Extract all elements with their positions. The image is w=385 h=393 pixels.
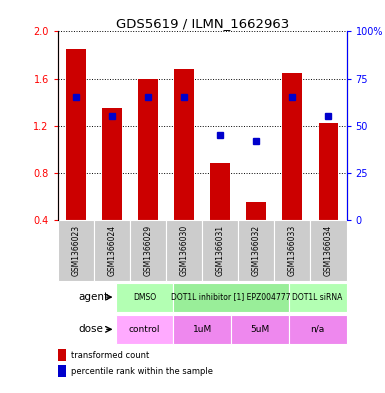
Bar (274, 220, 310, 281)
Text: GSM1366031: GSM1366031 (216, 225, 225, 276)
Bar (58, 220, 94, 281)
Bar (283, 73, 302, 220)
Bar (138, 79, 158, 220)
Bar (58, 349, 66, 362)
Bar (94, 220, 130, 281)
Bar (66, 49, 86, 220)
Bar (174, 69, 194, 220)
Text: GSM1366034: GSM1366034 (324, 225, 333, 276)
Text: percentile rank within the sample: percentile rank within the sample (71, 367, 213, 376)
Text: GSM1366023: GSM1366023 (71, 225, 80, 276)
Bar (102, 108, 122, 220)
Text: GSM1366032: GSM1366032 (252, 225, 261, 276)
Title: GDS5619 / ILMN_1662963: GDS5619 / ILMN_1662963 (116, 17, 289, 30)
Text: 5uM: 5uM (250, 325, 270, 334)
Bar (289, 283, 346, 312)
Text: agent: agent (78, 292, 108, 302)
Bar (130, 220, 166, 281)
Bar (289, 315, 346, 344)
Bar (310, 220, 346, 281)
Text: GSM1366029: GSM1366029 (144, 225, 152, 276)
Text: 1uM: 1uM (192, 325, 212, 334)
Text: control: control (129, 325, 160, 334)
Bar (202, 220, 238, 281)
Bar (238, 220, 274, 281)
Text: DOT1L siRNA: DOT1L siRNA (293, 293, 343, 301)
Text: DMSO: DMSO (133, 293, 156, 301)
Bar (58, 365, 66, 377)
Bar (173, 315, 231, 344)
Text: GSM1366024: GSM1366024 (107, 225, 116, 276)
Text: GSM1366033: GSM1366033 (288, 225, 297, 276)
Text: dose: dose (78, 324, 103, 334)
Text: DOT1L inhibitor [1] EPZ004777: DOT1L inhibitor [1] EPZ004777 (171, 293, 291, 301)
Bar (231, 315, 289, 344)
Bar (116, 283, 173, 312)
Text: GSM1366030: GSM1366030 (179, 225, 189, 276)
Bar (166, 220, 202, 281)
Bar (246, 202, 266, 220)
Bar (210, 163, 230, 220)
Bar (173, 283, 289, 312)
Text: transformed count: transformed count (71, 351, 149, 360)
Bar (116, 315, 173, 344)
Text: n/a: n/a (310, 325, 325, 334)
Bar (318, 123, 338, 220)
